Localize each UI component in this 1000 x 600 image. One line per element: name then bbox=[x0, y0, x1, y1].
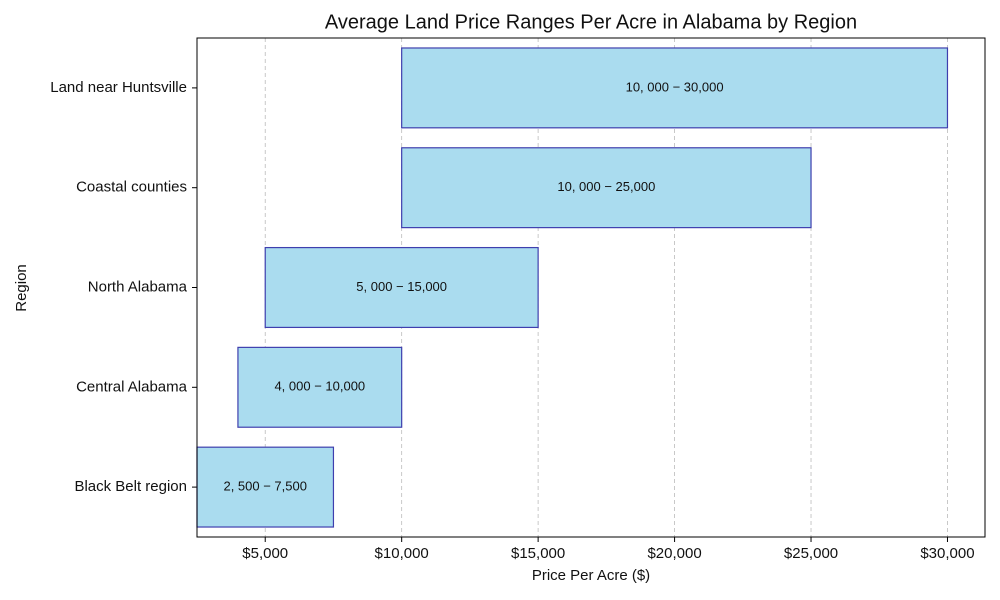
value-label: 2, 500 − 7,500 bbox=[223, 479, 307, 494]
x-tick-label: $15,000 bbox=[511, 545, 565, 562]
x-tick-label: $10,000 bbox=[375, 545, 429, 562]
x-tick-label: $25,000 bbox=[784, 545, 838, 562]
y-tick-label: Coastal counties bbox=[76, 179, 187, 196]
y-tick-label: Central Alabama bbox=[76, 378, 188, 395]
value-label: 4, 000 − 10,000 bbox=[274, 379, 365, 394]
x-axis-label: Price Per Acre ($) bbox=[532, 567, 650, 584]
y-axis-label: Region bbox=[13, 264, 30, 312]
y-tick-label: North Alabama bbox=[88, 278, 188, 295]
bar bbox=[264, 246, 539, 329]
value-label: 5, 000 − 15,000 bbox=[356, 279, 447, 294]
bar bbox=[401, 47, 949, 129]
chart-title: Average Land Price Ranges Per Acre in Al… bbox=[325, 11, 857, 33]
bar bbox=[401, 147, 812, 229]
x-tick-label: $20,000 bbox=[647, 545, 701, 562]
value-label: 10, 000 − 30,000 bbox=[626, 79, 724, 94]
y-tick-label: Land near Huntsville bbox=[50, 79, 187, 96]
value-label: 10, 000 − 25,000 bbox=[557, 179, 655, 194]
y-tick-label: Black Belt region bbox=[74, 478, 187, 495]
x-tick-label: $5,000 bbox=[242, 545, 288, 562]
bar bbox=[196, 446, 335, 528]
x-tick-label: $30,000 bbox=[920, 545, 974, 562]
plot-frame bbox=[196, 37, 986, 538]
bar bbox=[237, 346, 403, 428]
